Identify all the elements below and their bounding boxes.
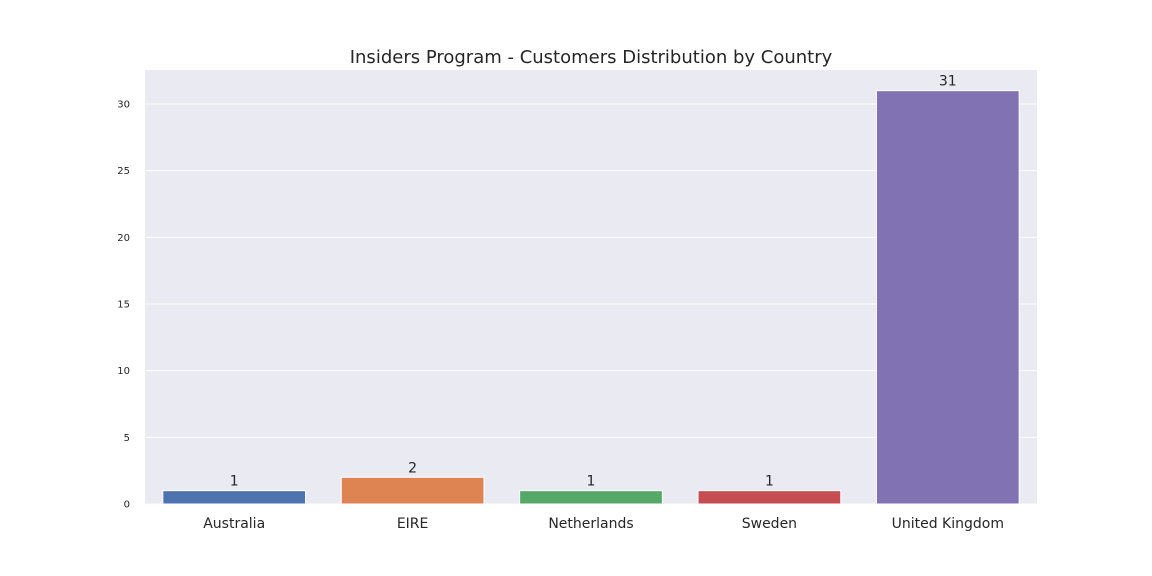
y-tick-label: 0 — [124, 500, 130, 511]
y-tick-label: 10 — [117, 366, 130, 377]
bar-data-label: 1 — [230, 474, 239, 490]
x-tick-label: EIRE — [397, 516, 429, 532]
y-tick-label: 5 — [124, 433, 130, 444]
y-tick-label: 25 — [117, 166, 130, 177]
bars — [162, 90, 1020, 505]
x-tick-label: Australia — [203, 516, 265, 532]
x-tick-label: Netherlands — [548, 516, 633, 532]
bar-data-label: 1 — [765, 474, 774, 490]
x-axis-ticks: Australia EIRE Netherlands Sweden United Kin… — [203, 516, 1004, 532]
x-tick-label: Sweden — [742, 516, 797, 532]
bar-united-kingdom — [875, 90, 1020, 505]
bar-eire — [340, 476, 485, 505]
bar-australia — [162, 490, 307, 505]
y-axis-ticks: 0 5 10 15 20 25 30 — [117, 100, 130, 511]
bar-netherlands — [519, 490, 663, 505]
y-tick-label: 15 — [117, 300, 130, 311]
x-tick-label: United Kingdom — [892, 516, 1004, 532]
y-tick-label: 30 — [117, 100, 130, 111]
chart-title: Insiders Program - Customers Distributio… — [350, 47, 833, 68]
y-tick-label: 20 — [117, 233, 130, 244]
bar-data-label: 1 — [587, 474, 596, 490]
bar-data-label: 31 — [939, 74, 957, 90]
bar-data-label: 2 — [408, 460, 417, 476]
bar-sweden — [697, 490, 842, 505]
bar-data-labels: 1 2 1 1 31 — [230, 74, 957, 490]
